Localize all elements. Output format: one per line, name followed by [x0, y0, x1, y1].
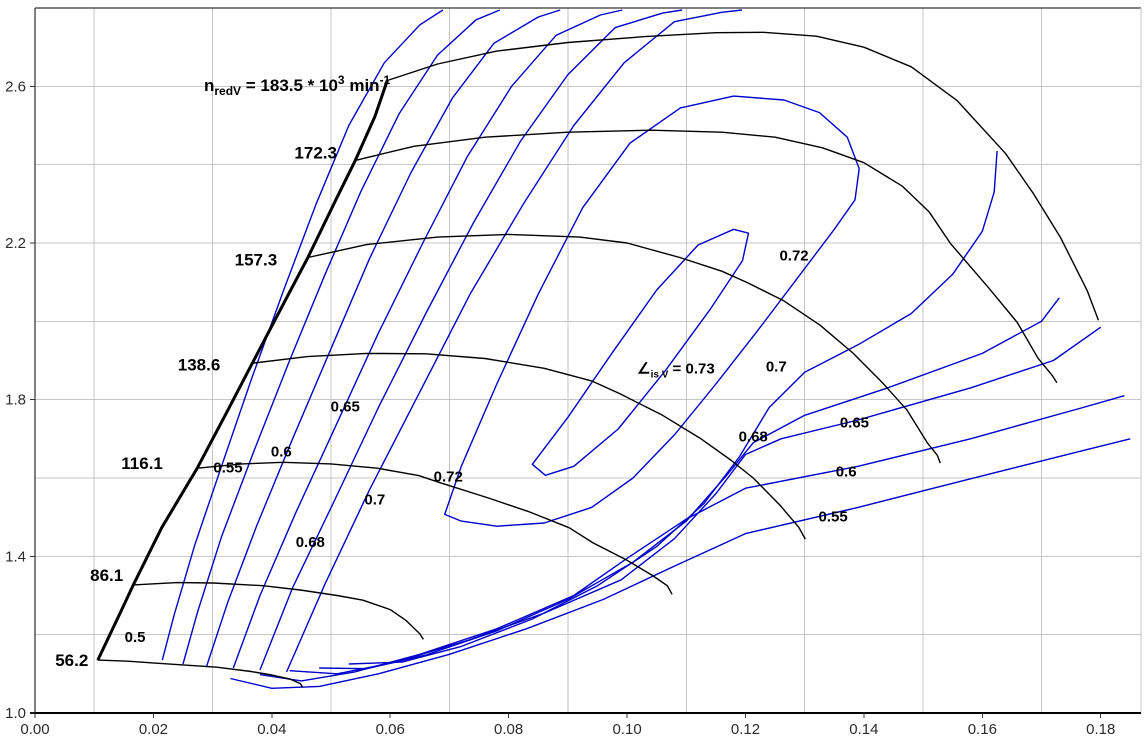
- speed-label-116.1: 116.1: [121, 454, 163, 473]
- efficiency-label-0.68: 0.68: [296, 534, 325, 551]
- efficiency-label-0.72: 0.72: [434, 468, 463, 485]
- contour-0.6-right: [259, 395, 1125, 682]
- speed-lines: [96, 31, 1100, 688]
- plot-frame: [30, 7, 1142, 714]
- contour-0.68-right: [319, 297, 1060, 670]
- annotations: 56.2 86.1 116.1 138.6 157.3 172.3 0.5 0.55 0.6 0.…: [55, 73, 869, 670]
- speed-label-86.1: 86.1: [90, 566, 123, 585]
- speed-line-183.5: [387, 31, 1100, 321]
- x-tick-label: 0.04: [257, 721, 286, 738]
- contour-0.55-right: [230, 438, 1131, 689]
- contour-0.55-left: [182, 9, 501, 665]
- efficiency-label-0.6: 0.6: [836, 463, 857, 480]
- efficiency-title-label: ∠is V = 0.73: [637, 360, 715, 380]
- y-tick-label: 2.2: [5, 235, 26, 252]
- surge-line: [96, 80, 389, 661]
- speed-line-157.3: [307, 233, 941, 464]
- efficiency-label-0.5: 0.5: [125, 629, 146, 646]
- speed-title-label: nredV = 183.5 * 103 min-1: [204, 73, 391, 98]
- x-tick-label: 0.16: [968, 721, 997, 738]
- x-tick-label: 0.12: [731, 721, 760, 738]
- efficiency-label-0.7: 0.7: [766, 358, 787, 375]
- contour-0.7-left: [285, 9, 742, 673]
- efficiency-label-0.7: 0.7: [364, 492, 385, 509]
- efficiency-label-0.55: 0.55: [819, 508, 848, 525]
- contour-0.5-left: [161, 9, 444, 661]
- axis-ticks: [30, 85, 1102, 718]
- speed-label-157.3: 157.3: [235, 250, 278, 269]
- x-tick-label: 0.08: [494, 721, 523, 738]
- x-tick-label: 0.06: [376, 721, 405, 738]
- y-tick-label: 1.0: [5, 705, 26, 722]
- contour-0.6-left: [206, 9, 561, 667]
- speed-label-172.3: 172.3: [294, 144, 337, 163]
- x-tick-label: 0.10: [612, 721, 641, 738]
- speed-label-56.2: 56.2: [55, 651, 88, 670]
- y-tick-label: 2.6: [5, 78, 26, 95]
- x-tick-label: 0.00: [20, 721, 49, 738]
- efficiency-label-0.6: 0.6: [271, 443, 292, 460]
- efficiency-contours: [161, 9, 1131, 689]
- contour-0.65-right: [289, 326, 1102, 675]
- efficiency-label-0.65: 0.65: [331, 398, 360, 415]
- speed-line-56.2: [97, 659, 304, 688]
- y-tick-label: 1.8: [5, 392, 26, 409]
- efficiency-label-0.65: 0.65: [840, 414, 869, 431]
- efficiency-label-0.72: 0.72: [779, 248, 808, 265]
- contour-0.73-island: [531, 228, 750, 476]
- speed-line-86.1: [133, 581, 424, 640]
- efficiency-label-0.68: 0.68: [739, 428, 768, 445]
- contour-0.68-left: [259, 9, 683, 671]
- contour-0.72-loop: [444, 95, 860, 527]
- contour-0.7-right: [348, 150, 998, 665]
- speed-line-116.1: [197, 461, 673, 595]
- efficiency-label-0.55: 0.55: [213, 459, 242, 476]
- y-tick-label: 1.4: [5, 548, 26, 565]
- gridlines: [35, 8, 1141, 713]
- axis-tick-labels: 0.00 0.02 0.04 0.06 0.08 0.10 0.12 0.14 0.16 0.18…: [5, 78, 1115, 738]
- speed-line-138.6: [252, 352, 806, 540]
- x-tick-label: 0.02: [139, 721, 168, 738]
- x-tick-label: 0.18: [1086, 721, 1115, 738]
- speed-label-138.6: 138.6: [178, 355, 221, 374]
- x-tick-label: 0.14: [849, 721, 878, 738]
- speed-line-172.3: [355, 129, 1058, 384]
- contour-0.65-left: [232, 9, 623, 669]
